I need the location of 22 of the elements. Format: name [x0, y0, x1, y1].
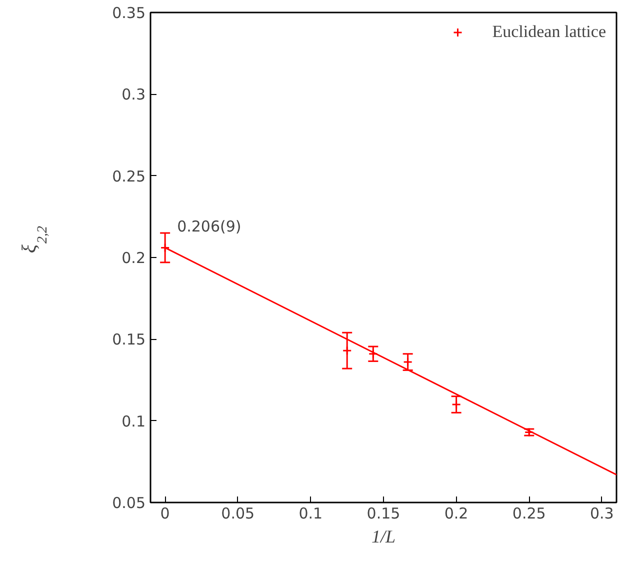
x-tick-label: 0.3 [590, 504, 614, 522]
y-tick-label: 0.2 [122, 249, 146, 267]
y-tick-label: 0.15 [112, 330, 146, 349]
y-axis-title: ξ2,2 [18, 226, 50, 254]
x-tick-label: 0.25 [512, 504, 546, 522]
point [403, 357, 413, 367]
x-tick-label: 0.1 [298, 504, 323, 522]
x-tick-label: 0 [160, 504, 170, 522]
legend-label: Euclidean lattice [492, 22, 606, 42]
annotation: 0.206(9) [177, 218, 242, 236]
point [160, 242, 170, 252]
x-axis-title: 1/L [371, 526, 396, 546]
point [452, 400, 462, 410]
x-tick-label: 0.05 [221, 504, 255, 522]
y-tick-label: 0.25 [112, 167, 146, 186]
y-tick-label: 0.35 [112, 4, 146, 22]
point [368, 349, 378, 359]
point [342, 346, 352, 356]
x-tick-label: 0.15 [366, 504, 400, 522]
y-tick-label: 0.1 [122, 412, 146, 430]
x-tick-label: 0.2 [444, 504, 468, 522]
y-tick-label: 0.3 [122, 86, 146, 104]
